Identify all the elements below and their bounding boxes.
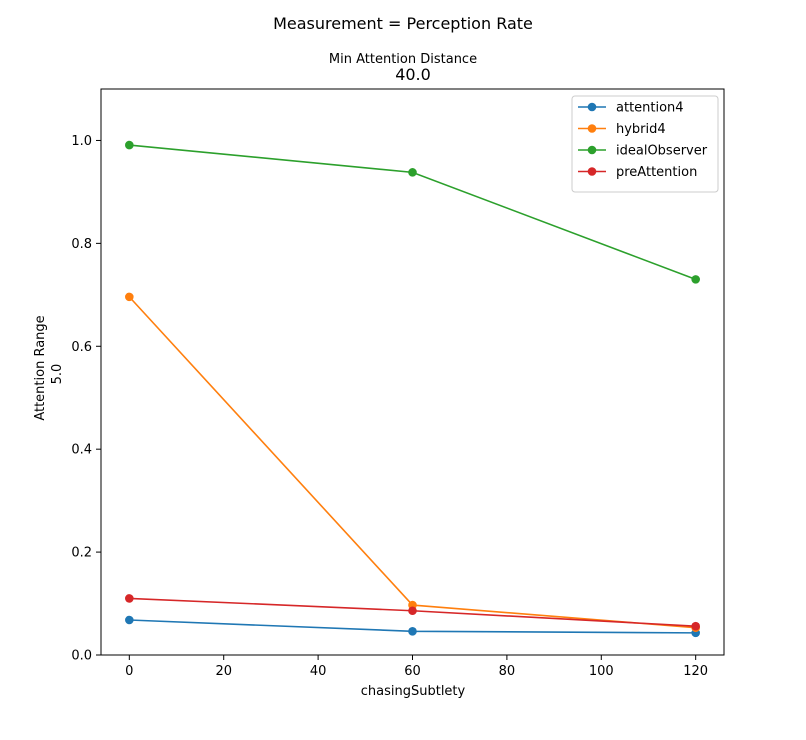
y-tick-label-0: 0.0 — [71, 649, 92, 664]
data-point-idealObserver-2 — [691, 275, 700, 284]
data-point-preAttention-1 — [408, 606, 417, 616]
y-tick-label-1: 0.2 — [71, 546, 92, 561]
data-point-attention4-0 — [125, 615, 134, 625]
y-tick-label-3: 0.6 — [71, 340, 92, 355]
y-tick-label-5: 1.0 — [71, 134, 92, 149]
legend-label-hybrid4: hybrid4 — [616, 122, 666, 137]
y-tick-label-2: 0.4 — [71, 443, 92, 458]
chart-title-line2: 40.0 — [395, 65, 431, 84]
plot-area: 0 20 40 60 80 100 120 0.0 0.2 0.4 0.6 0.8 1.0 — [71, 88, 725, 679]
data-point-preAttention-2 — [691, 621, 700, 631]
legend-marker-idealObserver — [587, 145, 597, 155]
chart-suptitle: Measurement = Perception Rate — [273, 14, 533, 33]
series-line-hybrid4 — [128, 296, 696, 629]
data-point-hybrid4-0 — [125, 292, 134, 302]
x-axis-label: chasingSubtlety — [361, 684, 466, 699]
x-tick-label-0: 0 — [125, 664, 133, 679]
data-point-idealObserver-0 — [125, 140, 134, 150]
x-tick-label-1: 20 — [215, 664, 232, 679]
legend-label-idealObserver: idealObserver — [616, 144, 708, 159]
legend-box — [571, 95, 719, 193]
legend-label-preAttention: preAttention — [616, 165, 697, 180]
legend-label-attention4: attention4 — [616, 101, 684, 116]
legend-marker-preAttention — [587, 167, 597, 176]
x-tick-label-6: 120 — [683, 664, 708, 679]
data-point-attention4-1 — [408, 627, 417, 636]
x-tick-label-4: 80 — [499, 664, 516, 679]
data-point-idealObserver-1 — [408, 168, 417, 177]
y-axis-label-line1: Attention Range — [33, 315, 48, 420]
legend: attention4 hybrid4 idealObserver preAttenti… — [571, 95, 719, 193]
legend-marker-attention4 — [587, 102, 597, 112]
data-point-preAttention-0 — [125, 594, 134, 603]
x-tick-label-2: 40 — [310, 664, 327, 679]
y-tick-label-4: 0.8 — [71, 237, 92, 252]
x-tick-label-3: 60 — [404, 664, 421, 679]
chart-title-line1: Min Attention Distance — [329, 52, 477, 67]
legend-marker-hybrid4 — [587, 124, 597, 133]
x-tick-label-5: 100 — [589, 664, 614, 679]
y-axis-label-line2: 5.0 — [50, 364, 65, 385]
